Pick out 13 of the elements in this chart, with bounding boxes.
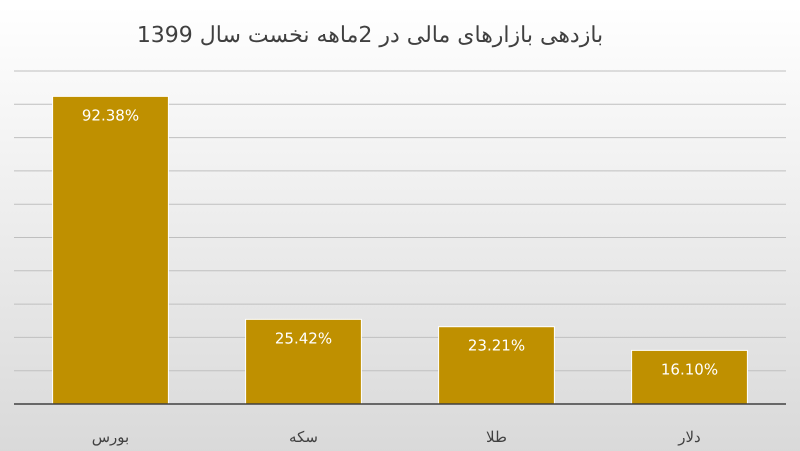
x-tick-label: طلا (486, 428, 507, 446)
data-label: 25.42% (274, 329, 332, 348)
data-label: 16.10% (660, 360, 718, 378)
bar (631, 350, 748, 404)
data-label: 23.21% (468, 336, 526, 355)
chart-title: بازدهی بازارهای مالی در 2ماهه نخست سال 1399 (136, 23, 604, 48)
x-tick-label: بورس (92, 428, 130, 446)
data-label: 92.38% (82, 106, 140, 124)
bar (438, 326, 555, 404)
x-tick-label: سکه (289, 428, 318, 446)
bar (52, 96, 169, 404)
bar (245, 318, 362, 404)
x-tick-label: دلار (677, 428, 701, 446)
